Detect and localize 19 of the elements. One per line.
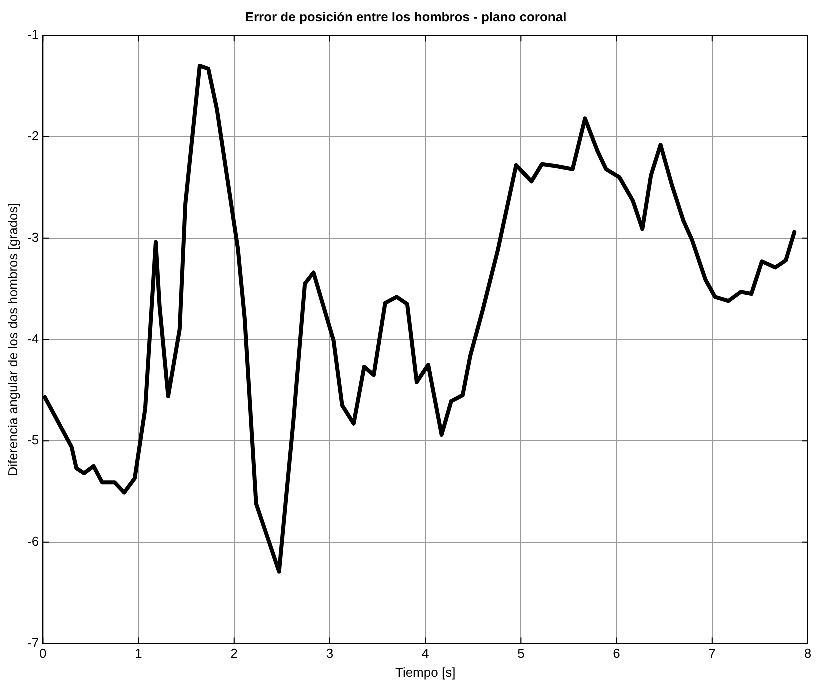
x-tick-label: 5: [518, 646, 525, 662]
x-tick-label: 6: [613, 646, 620, 662]
x-tick-label: 4: [422, 646, 430, 662]
x-tick-label: 1: [135, 646, 142, 662]
y-tick-label: -3: [28, 230, 40, 245]
y-axis-title: Diferencia angular de los dos hombros [grados]: [5, 203, 20, 476]
x-axis-title: Tiempo [s]: [395, 664, 456, 680]
x-tick-label: 0: [40, 646, 47, 662]
chart-title: Error de posición entre los hombros - plano coronal: [245, 9, 567, 24]
y-tick-label: -6: [28, 534, 40, 550]
y-tick-label: -1: [28, 27, 40, 42]
y-tick-label: -5: [28, 432, 40, 448]
x-tick-label: 2: [230, 646, 238, 662]
y-tick-label: -2: [28, 128, 40, 144]
y-tick-label: -7: [28, 635, 40, 650]
y-tick-label: -4: [28, 331, 40, 346]
x-tick-label: 7: [708, 646, 716, 662]
x-tick-label: 3: [326, 646, 334, 662]
x-tick-label: 8: [804, 646, 812, 662]
